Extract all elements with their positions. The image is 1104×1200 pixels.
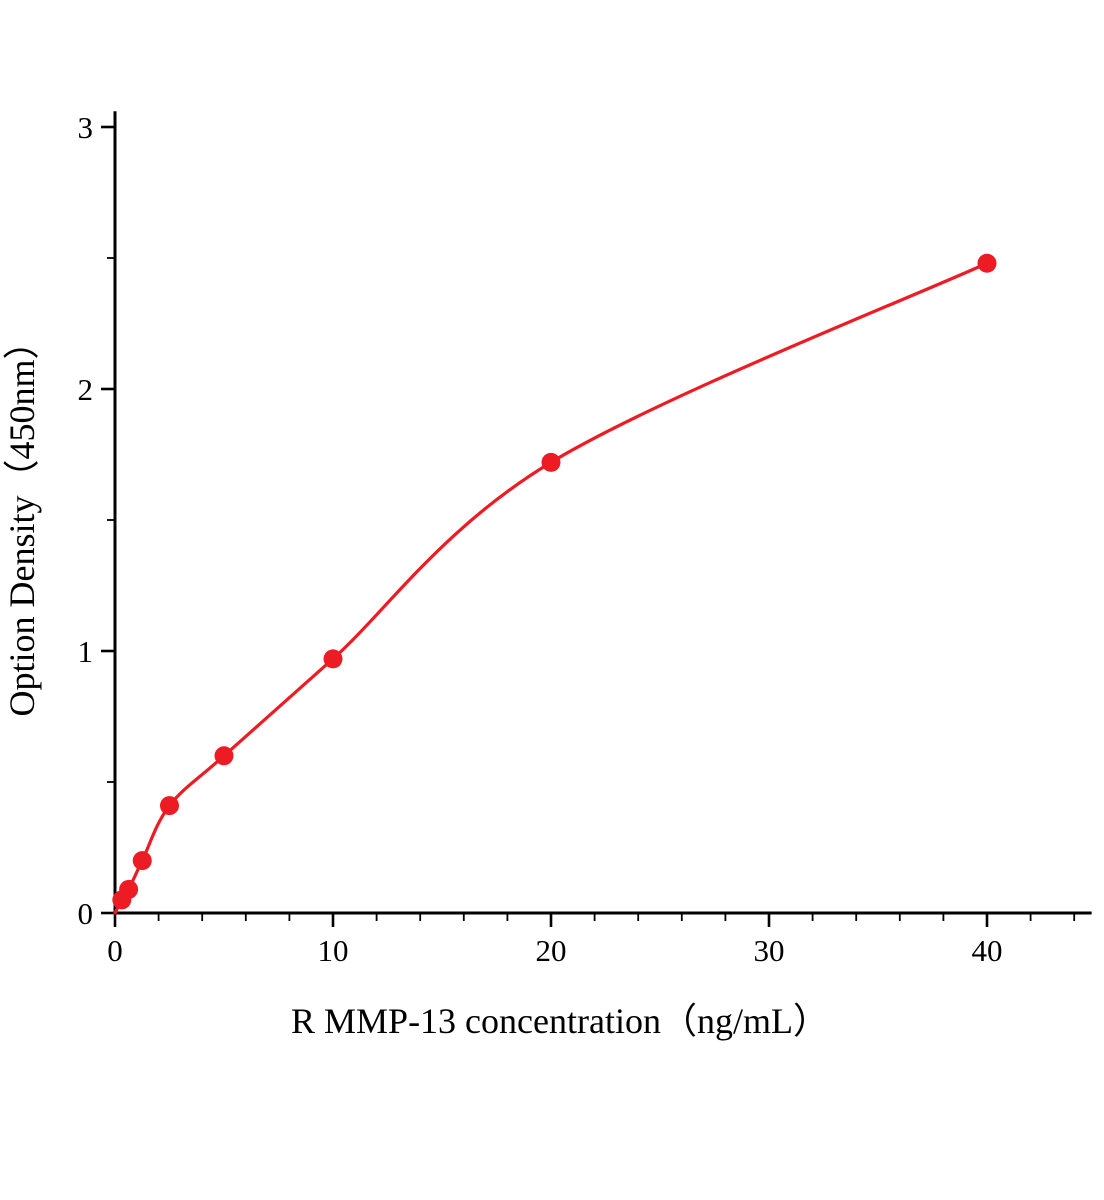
data-point bbox=[132, 851, 152, 871]
ticks-layer bbox=[101, 125, 1076, 927]
data-point bbox=[119, 879, 139, 899]
data-point bbox=[323, 649, 343, 669]
x-tick-label: 10 bbox=[318, 933, 349, 968]
y-tick-label: 0 bbox=[78, 896, 94, 931]
data-point bbox=[214, 746, 234, 766]
x-tick-label: 30 bbox=[754, 933, 785, 968]
data-point bbox=[541, 452, 561, 472]
fit-curve bbox=[113, 261, 989, 915]
fit-curve-layer bbox=[113, 261, 989, 915]
y-tick-label: 2 bbox=[78, 372, 94, 407]
tick-labels-layer: 0 10 20 30 40 0 1 2 3 bbox=[78, 110, 1003, 968]
data-point bbox=[160, 796, 179, 816]
x-axis-label: R MMP-13 concentration（ng/mL） bbox=[291, 1001, 829, 1041]
y-tick-label: 3 bbox=[78, 110, 94, 145]
x-tick-label: 40 bbox=[972, 933, 1003, 968]
y-tick-label: 1 bbox=[78, 634, 94, 669]
x-tick-label: 0 bbox=[107, 933, 123, 968]
x-tick-label: 20 bbox=[536, 933, 567, 968]
axes-layer bbox=[113, 111, 1092, 915]
data-point bbox=[977, 253, 997, 273]
data-points-layer bbox=[112, 253, 997, 910]
y-axis-label: Option Density（450nm） bbox=[2, 324, 42, 717]
